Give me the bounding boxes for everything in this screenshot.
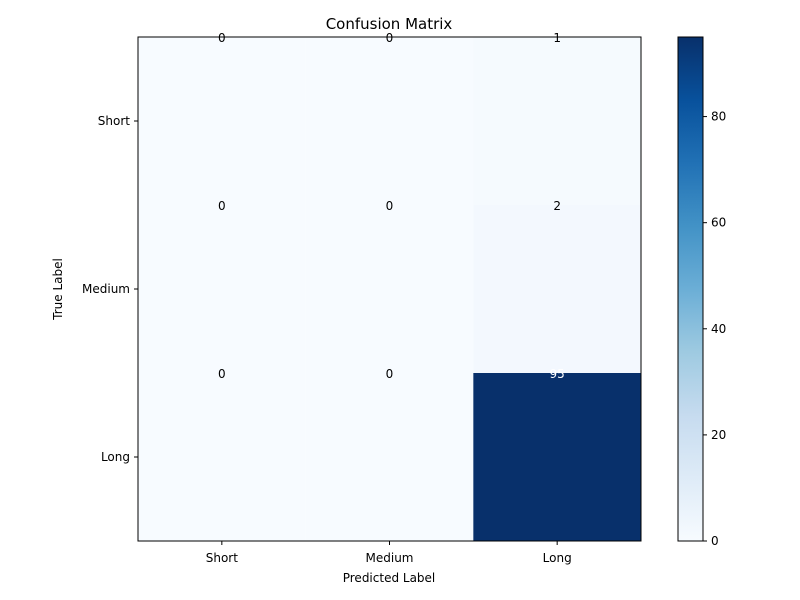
- heatmap-cell: [138, 373, 306, 541]
- cell-value-label: 2: [553, 199, 561, 213]
- colorbar-tick-label: 60: [711, 216, 726, 230]
- heatmap-cell: [473, 373, 641, 541]
- cell-value-label: 1: [553, 31, 561, 45]
- cell-value-label: 0: [218, 31, 226, 45]
- heatmap-cell: [473, 37, 641, 205]
- cell-value-label: 0: [218, 199, 226, 213]
- cell-value-label: 0: [386, 31, 394, 45]
- cell-value-label: 0: [386, 199, 394, 213]
- y-tick-label: Short: [98, 114, 130, 128]
- heatmap-cell: [305, 37, 474, 205]
- x-tick-label: Short: [206, 551, 238, 565]
- y-tick-label: Long: [101, 450, 130, 464]
- colorbar-tick-label: 80: [711, 110, 726, 124]
- x-tick-label: Long: [543, 551, 572, 565]
- colorbar-tick-label: 40: [711, 322, 726, 336]
- colorbar: [677, 36, 704, 542]
- y-axis-label: True Label: [51, 258, 65, 321]
- y-tick-label: Medium: [82, 282, 130, 296]
- y-axis-ticks: Short Medium Long: [82, 114, 138, 464]
- x-axis-ticks: Short Medium Long: [206, 541, 572, 565]
- chart-title: Confusion Matrix: [326, 15, 453, 33]
- heatmap-cell: [138, 205, 306, 373]
- cell-value-label: 0: [218, 367, 226, 381]
- heatmap-cell: [305, 373, 474, 541]
- cell-value-label: 0: [386, 367, 394, 381]
- x-axis-label: Predicted Label: [343, 571, 436, 585]
- colorbar-tick-label: 20: [711, 428, 726, 442]
- heatmap-cell: [138, 37, 306, 205]
- x-tick-label: Medium: [366, 551, 414, 565]
- colorbar-tick-label: 0: [711, 534, 719, 548]
- heatmap-cells: 0 0 1 0 0 2 0 0 95: [138, 31, 641, 541]
- heatmap-cell: [305, 205, 474, 373]
- cell-value-label: 95: [550, 367, 565, 381]
- heatmap-cell: [473, 205, 641, 373]
- colorbar-ticks: 0 20 40 60 80: [703, 110, 726, 548]
